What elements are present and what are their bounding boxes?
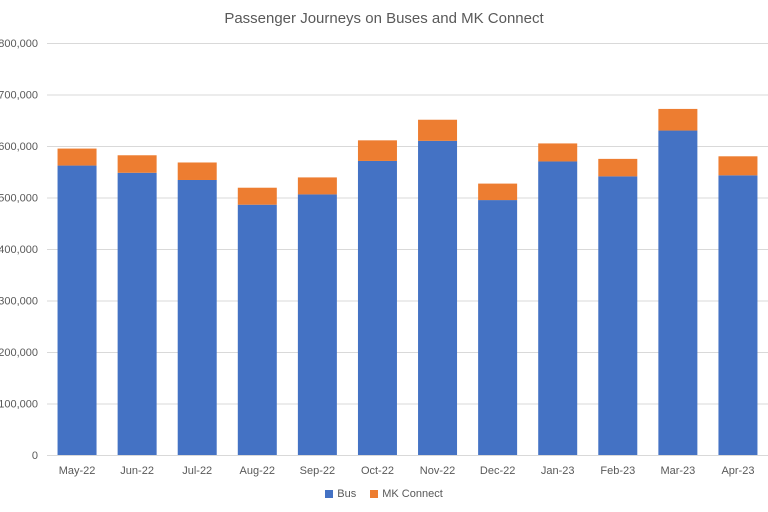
bar-mk-connect — [357, 140, 397, 161]
y-tick-label: 500,000 — [0, 193, 38, 205]
y-tick-label: 800,000 — [0, 38, 38, 50]
bar-mk-connect — [478, 183, 518, 201]
legend-item-bus: Bus — [325, 488, 356, 500]
bar-bus — [598, 176, 638, 455]
bar-bus — [357, 160, 397, 455]
y-tick-label: 200,000 — [0, 347, 38, 359]
bar-mk-connect — [57, 148, 97, 166]
bar-mk-connect — [658, 108, 698, 131]
bar-bus — [718, 175, 758, 456]
x-tick-label: Oct-22 — [361, 465, 394, 477]
bar-mk-connect — [297, 177, 337, 195]
x-tick-label: May-22 — [59, 465, 96, 477]
y-tick-label: 600,000 — [0, 141, 38, 153]
y-tick-label: 100,000 — [0, 399, 38, 411]
x-tick-label: Feb-23 — [600, 465, 635, 477]
legend-label-mk-connect: MK Connect — [382, 488, 443, 500]
bar-bus — [237, 204, 277, 455]
x-tick-label: Jun-22 — [120, 465, 154, 477]
x-tick-label: Dec-22 — [480, 465, 515, 477]
y-tick-label: 400,000 — [0, 244, 38, 256]
legend-label-bus: Bus — [337, 488, 357, 500]
x-tick-label: Jul-22 — [182, 465, 212, 477]
legend-swatch-mk-connect — [370, 490, 379, 498]
bar-bus — [538, 161, 578, 455]
y-tick-label: 700,000 — [0, 90, 38, 102]
bar-bus — [177, 179, 217, 456]
bar-bus — [297, 194, 337, 455]
bar-mk-connect — [418, 119, 458, 141]
bar-bus — [117, 172, 157, 455]
bar-bus — [57, 165, 97, 455]
x-tick-label: Jan-23 — [541, 465, 575, 477]
bar-mk-connect — [177, 162, 217, 180]
x-tick-label: Aug-22 — [240, 465, 275, 477]
bar-bus — [658, 130, 698, 456]
bar-bus — [478, 200, 518, 455]
legend-swatch-bus — [325, 490, 334, 498]
bar-bus — [418, 140, 458, 455]
x-tick-label: Mar-23 — [660, 465, 695, 477]
y-tick-label: 300,000 — [0, 296, 38, 308]
chart-title: Passenger Journeys on Buses and MK Conne… — [224, 10, 544, 27]
bar-mk-connect — [538, 143, 578, 162]
bar-mk-connect — [237, 187, 277, 205]
bar-mk-connect — [598, 158, 638, 177]
legend-item-mk-connect: MK Connect — [370, 488, 443, 500]
bar-mk-connect — [117, 155, 157, 173]
legend: Bus MK Connect — [0, 488, 768, 500]
x-tick-label: Sep-22 — [300, 465, 335, 477]
x-tick-label: Nov-22 — [420, 465, 455, 477]
y-tick-label: 0 — [32, 450, 38, 462]
x-tick-label: Apr-23 — [721, 465, 754, 477]
bar-mk-connect — [718, 156, 758, 176]
